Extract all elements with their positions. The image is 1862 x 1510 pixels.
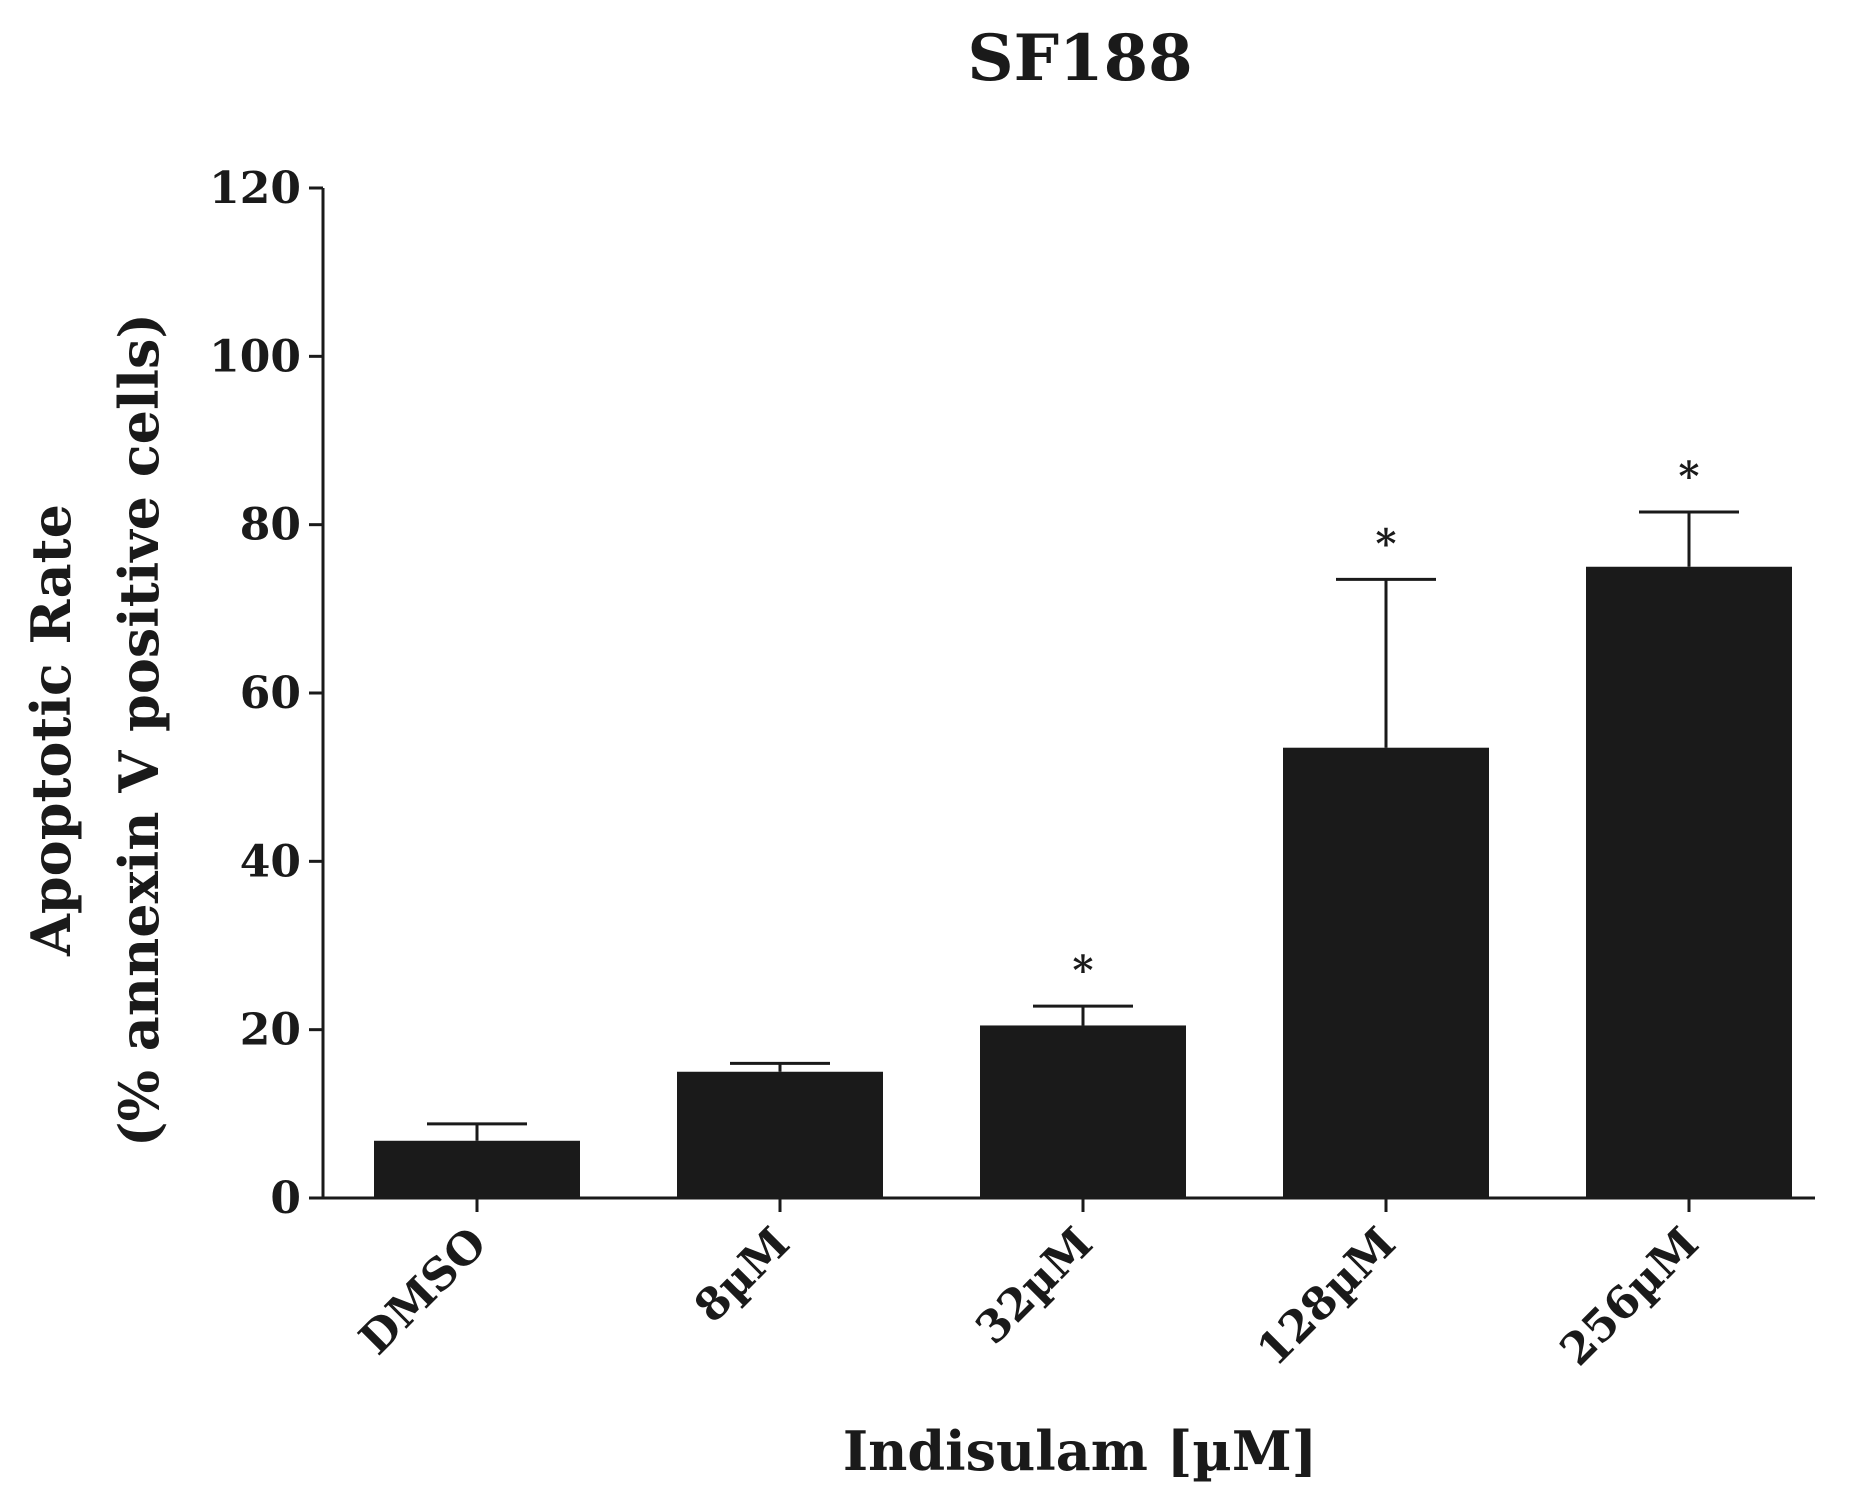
significance-marker: * — [1073, 947, 1094, 994]
plot-area: 0 20 40 60 80 100 120 DMSO 8µM 32µM * 128µM * 256µM * — [209, 163, 1815, 1376]
y-tick-label: 0 — [270, 1173, 301, 1224]
y-tick-label: 100 — [209, 331, 301, 382]
bar — [1586, 566, 1792, 1198]
bar — [980, 1025, 1186, 1198]
chart-title: SF188 — [967, 21, 1192, 96]
y-tick-label: 120 — [209, 163, 301, 214]
bar — [677, 1071, 883, 1198]
x-axis-title: Indisulam [µM] — [843, 1419, 1317, 1483]
y-tick-label: 40 — [240, 836, 301, 887]
y-tick-label: 80 — [240, 500, 301, 551]
significance-marker: * — [1679, 453, 1700, 500]
y-axis-title: Apoptotic Rate (% annexin V positive cel… — [19, 313, 171, 1147]
x-tick-label: 256µM — [1551, 1218, 1709, 1376]
x-tick-label: 128µM — [1248, 1218, 1406, 1376]
x-tick-label: 8µM — [685, 1218, 800, 1333]
y-axis-title-line2: (% annexin V positive cells) — [107, 313, 171, 1147]
y-tick-label: 20 — [240, 1005, 301, 1056]
bar — [374, 1140, 580, 1198]
y-tick-label: 60 — [240, 668, 301, 719]
y-axis-title-line1: Apoptotic Rate — [19, 504, 83, 957]
x-tick-label: DMSO — [350, 1218, 497, 1365]
bar — [1283, 747, 1489, 1198]
x-tick-label: 32µM — [966, 1218, 1103, 1355]
significance-marker: * — [1376, 520, 1397, 567]
